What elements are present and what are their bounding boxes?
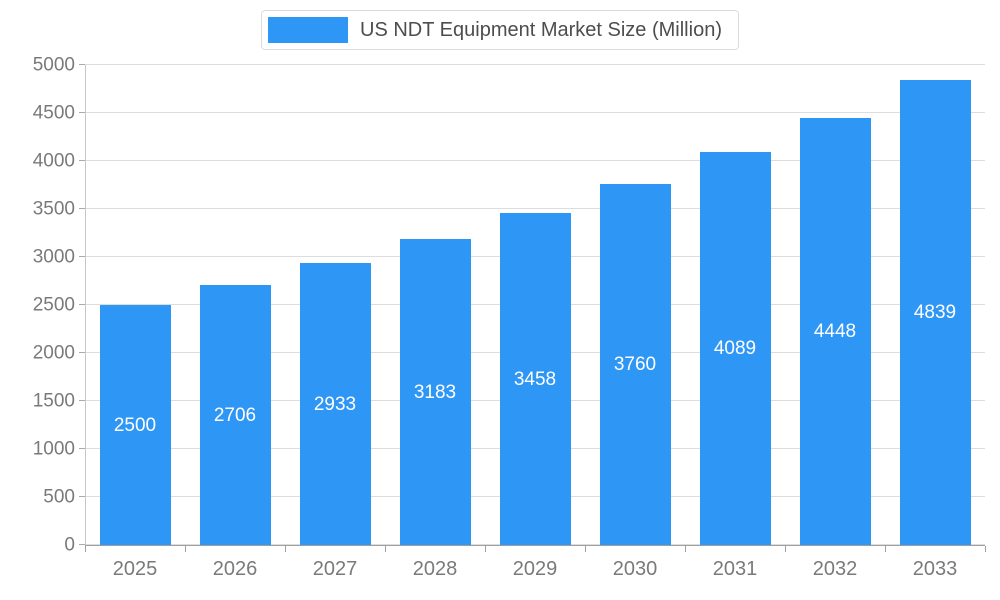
bar-slot-2028: 3183 (385, 65, 485, 545)
bar-2027[interactable]: 2933 (299, 263, 371, 545)
bar-slot-2031: 4089 (685, 65, 785, 545)
bar-2033[interactable]: 4839 (899, 80, 971, 545)
bar-value-label: 4448 (813, 321, 857, 342)
x-axis-label-2031: 2031 (712, 558, 758, 580)
x-axis-label-2027: 2027 (312, 558, 358, 580)
y-axis-tick (79, 160, 85, 161)
x-axis-tick (384, 546, 386, 552)
x-axis-label-2032: 2032 (812, 558, 858, 580)
bar-value-label: 3183 (413, 381, 457, 403)
x-axis-labels: 2025 2026 2027 2028 2029 2030 2031 2032 2033 (85, 558, 985, 581)
bar-2029[interactable]: 3458 (499, 213, 571, 545)
bar-slot-2025: 2500 (85, 65, 185, 545)
x-axis-tick (684, 546, 686, 552)
gridline (85, 208, 985, 209)
y-axis-label: 5000 (32, 54, 75, 76)
x-axis-tick (485, 546, 486, 552)
y-axis-label: 2000 (32, 342, 75, 364)
x-axis-tick (585, 546, 586, 552)
y-axis-tick (79, 496, 85, 497)
bar-slot-2033: 4839 (885, 65, 985, 545)
bar-2032[interactable]: 4448 (799, 118, 871, 545)
bar-value-label: 2933 (313, 393, 357, 415)
y-axis-tick (79, 256, 85, 257)
bar-2031[interactable]: 4089 (699, 152, 771, 545)
bar-slot-2032: 4448 (785, 65, 885, 545)
x-axis-tick (985, 546, 986, 552)
y-axis-label: 1500 (32, 390, 75, 412)
bar-slot-2030: 3760 (585, 65, 685, 545)
gridline (85, 64, 985, 65)
y-axis-labels: 0 500 1000 1500 2000 2500 3000 3500 4000 4500 5000 (0, 56, 75, 555)
bar-2025[interactable]: 2500 (99, 305, 171, 545)
bar-2026[interactable]: 2706 (199, 285, 271, 545)
bar-value-label: 4089 (713, 338, 757, 360)
y-axis-label: 4500 (32, 102, 75, 124)
bar-slot-2027: 2933 (285, 65, 385, 545)
legend-label: US NDT Equipment Market Size (Million) (360, 18, 722, 41)
bar-value-label: 4839 (913, 302, 957, 324)
x-axis-tick (85, 546, 86, 552)
y-axis-label: 4000 (32, 150, 75, 172)
y-axis-tick (79, 448, 85, 449)
plot-area: 2500 2706 2933 3183 3458 3760 4089 4448 4839 (79, 64, 985, 545)
y-axis-label: 0 (64, 534, 75, 556)
y-axis-tick (79, 400, 85, 401)
x-axis-tick (785, 546, 786, 552)
y-axis-tick (79, 64, 85, 65)
bar-value-label: 2706 (213, 404, 257, 426)
bar-2028[interactable]: 3183 (399, 239, 471, 545)
y-axis-tick (79, 112, 85, 113)
bar-2030[interactable]: 3760 (599, 184, 671, 545)
y-axis-label: 3500 (32, 198, 75, 220)
gridline (85, 160, 985, 161)
legend-swatch (268, 17, 349, 43)
y-axis-tick (79, 304, 85, 305)
x-axis-label-2025: 2025 (112, 558, 158, 580)
x-axis-label-2030: 2030 (612, 558, 658, 580)
bar-slot-2026: 2706 (185, 65, 285, 545)
bar-value-label: 3760 (613, 354, 657, 376)
bar-slot-2029: 3458 (485, 65, 585, 545)
bars-group: 2500 2706 2933 3183 3458 3760 4089 4448 4839 (85, 65, 985, 545)
y-axis-label: 500 (43, 486, 75, 508)
gridline (85, 112, 985, 113)
x-axis-label-2028: 2028 (412, 558, 458, 580)
x-axis-label-2033: 2033 (912, 558, 958, 580)
y-axis-line (85, 65, 86, 546)
x-axis-label-2026: 2026 (212, 558, 258, 580)
x-axis-label-2029: 2029 (512, 558, 558, 580)
y-axis-tick (79, 544, 85, 545)
x-axis-line (85, 545, 986, 552)
y-axis-label: 1000 (32, 438, 75, 460)
bar-value-label: 3458 (513, 368, 557, 390)
y-axis-tick (79, 352, 85, 353)
x-axis-tick (885, 546, 886, 552)
y-axis-tick (79, 208, 85, 209)
y-axis-label: 2500 (32, 294, 75, 316)
x-axis-tick (285, 546, 286, 552)
x-axis-tick (185, 546, 186, 552)
bar-value-label: 2500 (113, 414, 157, 436)
y-axis-label: 3000 (32, 246, 75, 268)
chart-legend[interactable]: US NDT Equipment Market Size (Million) (261, 10, 739, 50)
